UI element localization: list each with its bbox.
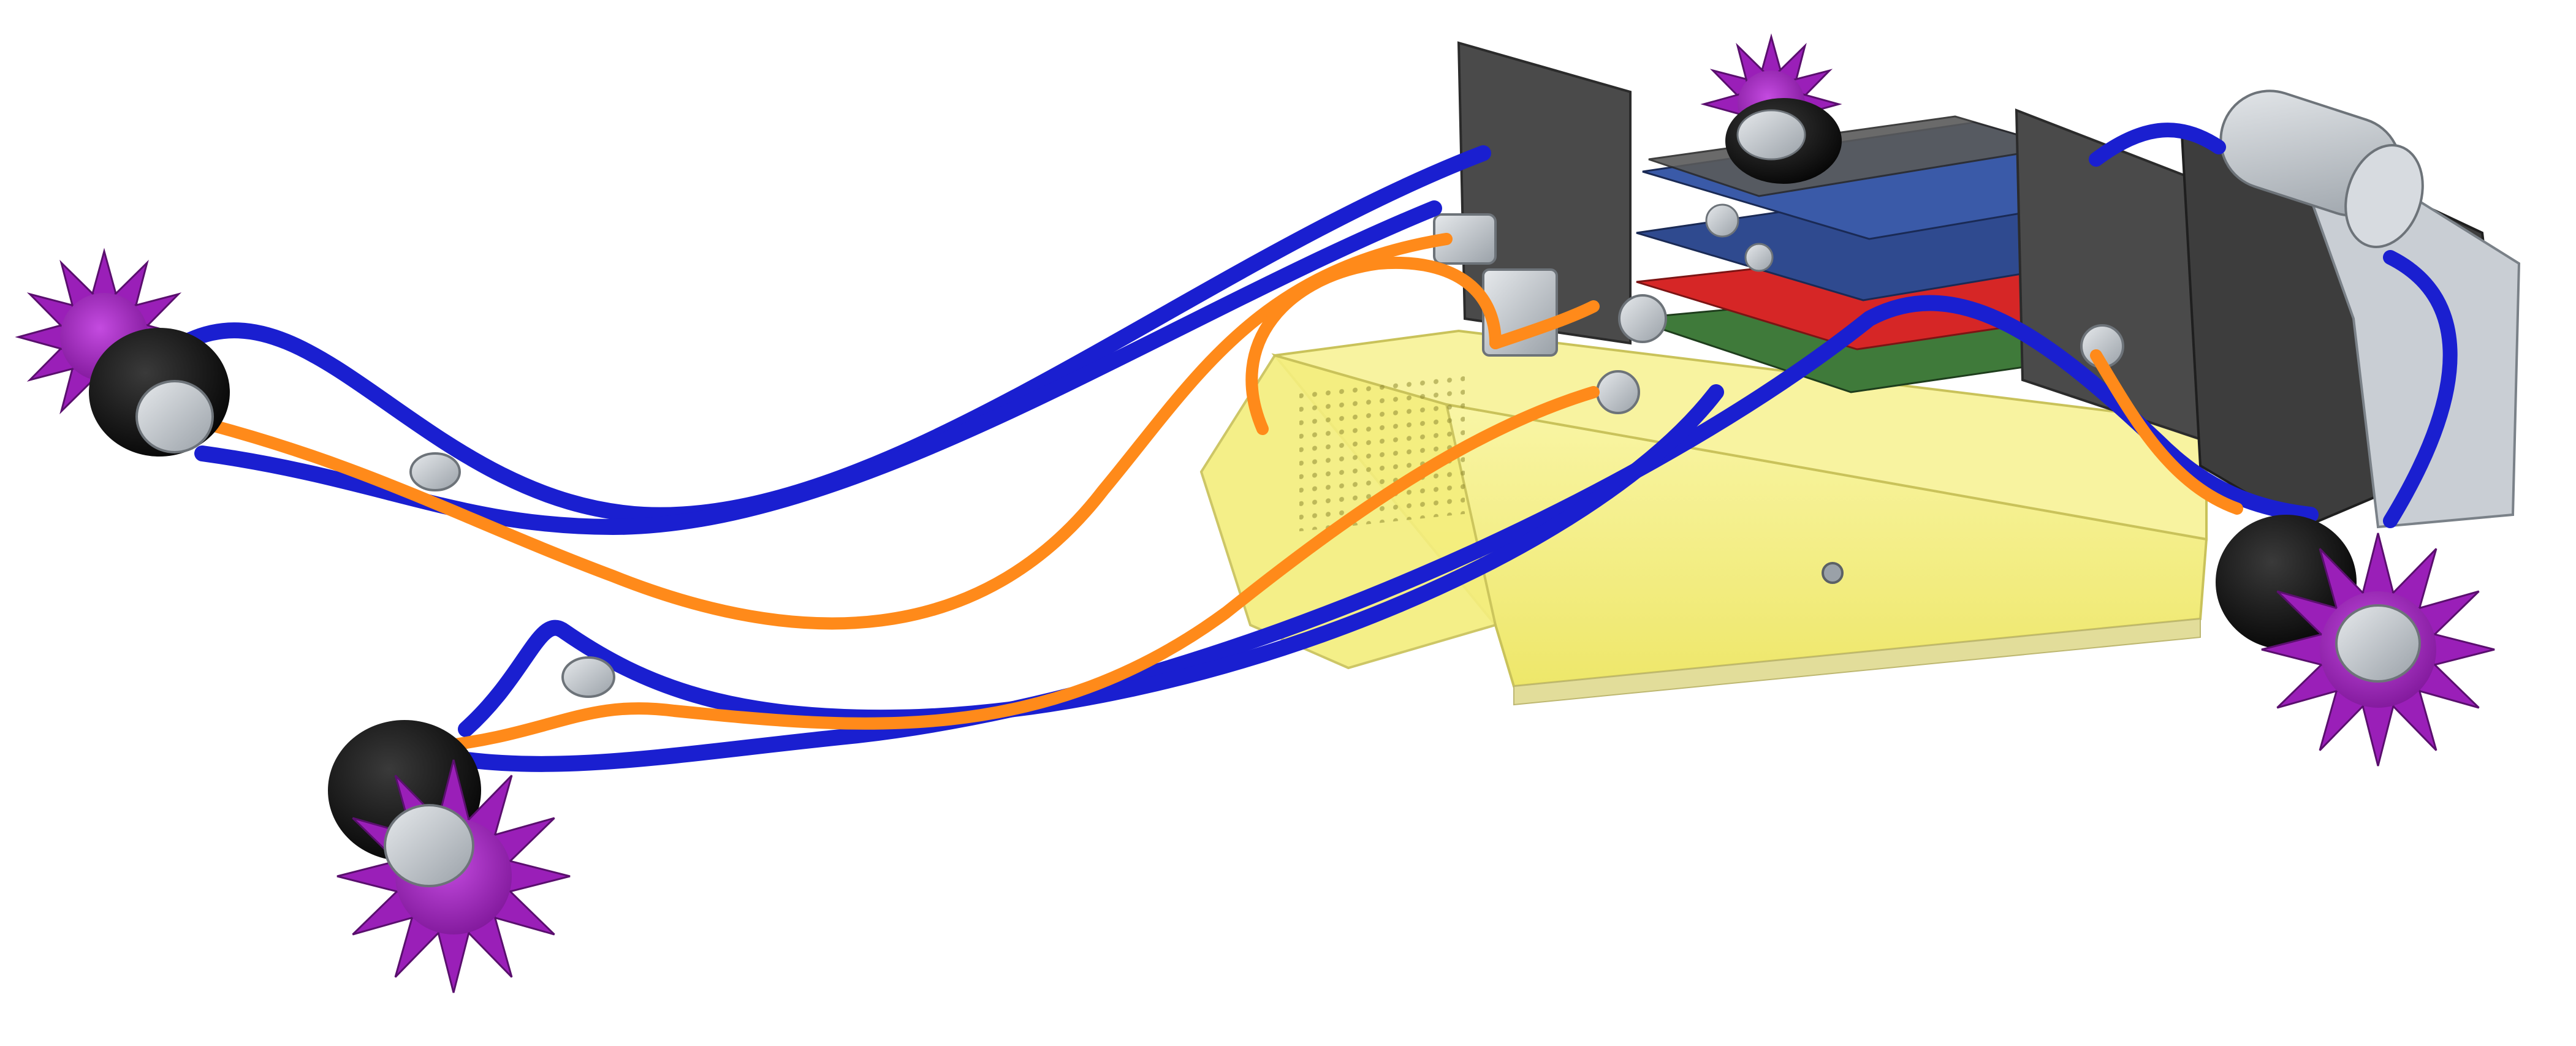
orange-cable-3 <box>1245 256 1502 435</box>
inline-connector-lower <box>561 656 615 698</box>
inline-connector-left <box>409 452 461 491</box>
motor-left-upper-cap <box>135 380 214 453</box>
orange-cable-2 <box>423 386 1600 754</box>
capacitor-2 <box>1744 243 1774 272</box>
rotor-right <box>2216 515 2495 767</box>
capacitor-1 <box>1705 203 1739 238</box>
blue-cable-2 <box>194 200 1442 536</box>
housing-screw-icon <box>1822 562 1844 584</box>
stack-connector-4 <box>1596 370 1640 414</box>
inline-connectors <box>409 452 615 698</box>
cables <box>182 123 2458 772</box>
rotor-left-upper <box>15 248 230 457</box>
orange-cable-1 <box>196 233 1453 630</box>
motor-left-lower-cap <box>384 804 474 887</box>
blue-cable-5 <box>2089 123 2226 167</box>
rotor-left-lower <box>328 720 571 993</box>
housing-bottom-strip <box>1513 618 2201 706</box>
motor-top-center-cap <box>1736 109 1806 161</box>
orange-cable-5 <box>1489 300 1600 349</box>
housing-vent-grid <box>1299 373 1465 532</box>
motor-right-cap <box>2335 604 2421 683</box>
orange-cable-4 <box>2090 349 2243 515</box>
servo-motor <box>2219 89 2424 248</box>
blue-cable-6 <box>2383 250 2458 528</box>
base-housing <box>1199 329 2208 706</box>
stack-connector-3 <box>1618 294 1667 343</box>
rotor-top-center <box>1700 33 1842 184</box>
